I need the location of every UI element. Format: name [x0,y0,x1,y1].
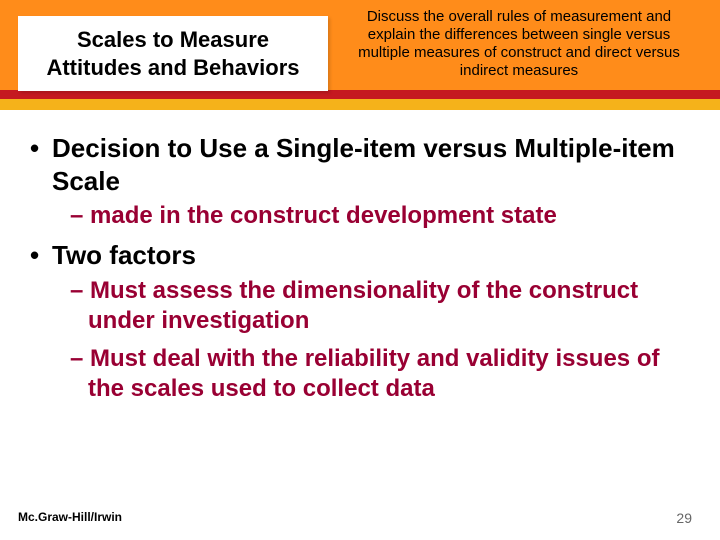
slide-title: Scales to Measure Attitudes and Behavior… [36,26,310,81]
title-box: Scales to Measure Attitudes and Behavior… [18,16,328,91]
bullet-main: Two factors [30,239,690,272]
bullet-main: Decision to Use a Single-item versus Mul… [30,132,690,197]
bullet-sub: Must deal with the reliability and valid… [30,344,690,404]
header-description: Discuss the overall rules of measurement… [348,8,690,80]
header-band: Scales to Measure Attitudes and Behavior… [0,0,720,110]
footer-publisher: Mc.Graw-Hill/Irwin [18,510,122,526]
bullet-sub: made in the construct development state [30,201,690,231]
header-description-wrap: Discuss the overall rules of measurement… [328,0,720,80]
footer: Mc.Graw-Hill/Irwin 29 [0,510,720,526]
bullet-sub: Must assess the dimensionality of the co… [30,276,690,336]
slide-content: Decision to Use a Single-item versus Mul… [0,110,720,404]
page-number: 29 [676,510,692,526]
